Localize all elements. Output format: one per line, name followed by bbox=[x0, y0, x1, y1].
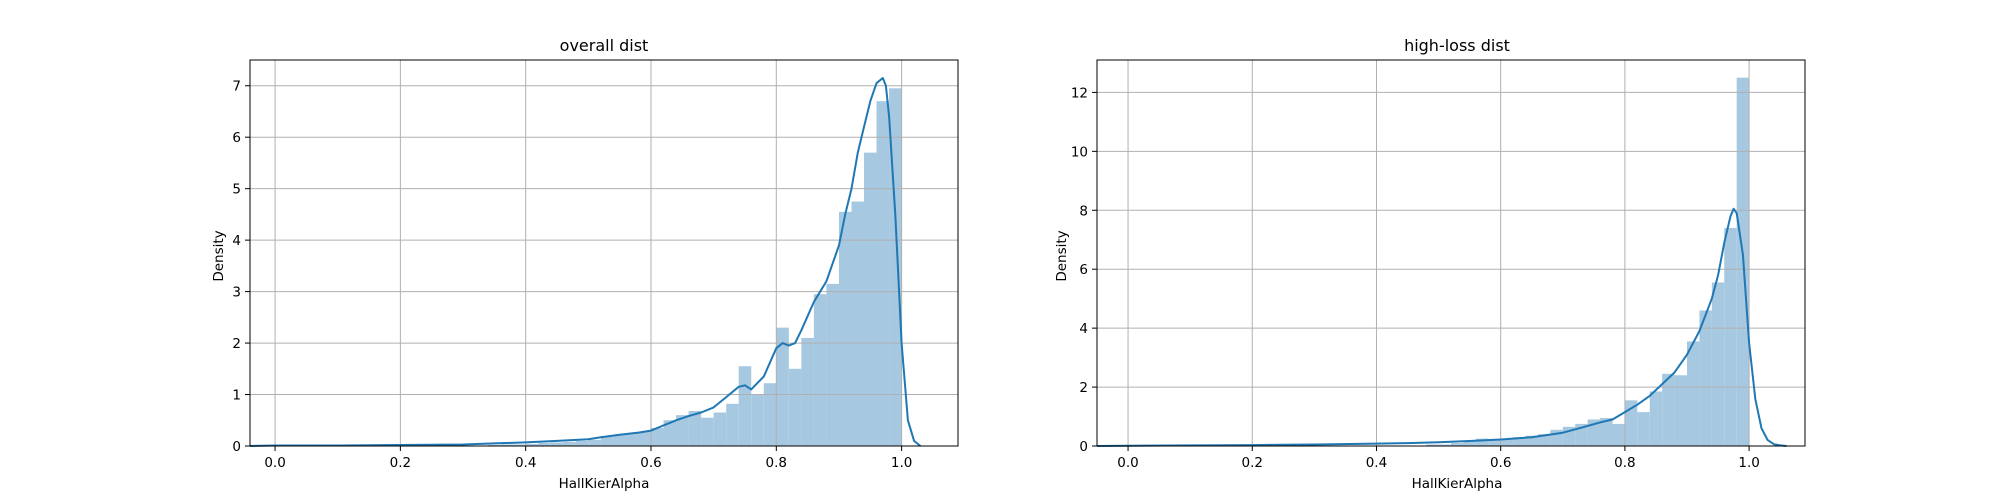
histogram-bar bbox=[1488, 440, 1501, 446]
x-tick-label: 1.0 bbox=[1738, 455, 1759, 471]
histogram-bar bbox=[676, 415, 689, 446]
histogram-bar bbox=[1724, 227, 1737, 446]
y-tick-label: 12 bbox=[1071, 85, 1088, 101]
histogram-bar bbox=[1612, 423, 1625, 446]
histogram-bar bbox=[588, 439, 601, 446]
histogram-bar bbox=[1525, 435, 1538, 446]
histogram-bar bbox=[488, 444, 501, 446]
histogram-bar bbox=[1637, 412, 1650, 446]
histogram-bar bbox=[1711, 282, 1725, 446]
histogram-bar bbox=[1600, 418, 1613, 446]
y-tick-label: 5 bbox=[232, 182, 241, 198]
histogram-bar bbox=[575, 440, 589, 446]
histogram-bar bbox=[638, 431, 651, 446]
histogram-bar bbox=[550, 442, 564, 446]
histogram-bar bbox=[776, 327, 789, 446]
y-tick-label: 0 bbox=[232, 439, 241, 455]
y-tick-label: 2 bbox=[232, 336, 241, 352]
histogram-bar bbox=[701, 417, 714, 446]
histogram-bar bbox=[801, 337, 814, 446]
histogram-bar bbox=[688, 411, 702, 446]
x-tick-label: 0.0 bbox=[264, 455, 285, 471]
histogram-bar bbox=[751, 394, 764, 446]
x-tick-label: 0.4 bbox=[515, 455, 536, 471]
x-tick-label: 0.8 bbox=[766, 455, 787, 471]
kde-line bbox=[1096, 207, 1787, 447]
histogram-bar bbox=[613, 434, 626, 446]
y-tick-label: 6 bbox=[1079, 262, 1088, 278]
y-tick-label: 7 bbox=[232, 79, 241, 95]
x-tick-label: 1.0 bbox=[891, 455, 912, 471]
histogram-bar bbox=[1438, 444, 1451, 446]
y-tick-label: 4 bbox=[1079, 321, 1088, 337]
histogram-bar bbox=[500, 444, 514, 446]
histogram-bar bbox=[663, 420, 677, 446]
histogram-bar bbox=[1513, 437, 1526, 446]
histogram-bar bbox=[513, 444, 526, 446]
plot-area: 0.0 0.2 0.4 0.6 0.8 1.0 0 1 2 3 4 5 6 7 bbox=[232, 59, 959, 471]
histogram-bar bbox=[1587, 419, 1601, 446]
chart-title: high-loss dist bbox=[1404, 36, 1510, 55]
chart-title: overall dist bbox=[560, 36, 649, 55]
histogram-bar bbox=[600, 436, 614, 446]
histogram-bar bbox=[864, 152, 877, 446]
y-tick-label: 0 bbox=[1079, 439, 1088, 455]
y-axis-label: Density bbox=[1054, 230, 1070, 281]
plot-area: 0.0 0.2 0.4 0.6 0.8 1.0 0 2 4 6 8 10 12 bbox=[1071, 59, 1806, 471]
x-tick-label: 0.2 bbox=[1242, 455, 1263, 471]
histogram-bar bbox=[1463, 441, 1476, 446]
histogram-bar bbox=[563, 441, 576, 446]
histogram-bar bbox=[726, 403, 739, 446]
y-tick-label: 6 bbox=[232, 130, 241, 146]
histogram-bar bbox=[813, 294, 827, 446]
histogram-bar bbox=[876, 101, 890, 446]
histogram-bar bbox=[1475, 438, 1489, 446]
histogram-bar bbox=[1662, 373, 1675, 446]
histogram-bar bbox=[788, 368, 802, 446]
histogram-bar bbox=[763, 383, 777, 446]
x-axis-label: HallKierAlpha bbox=[1412, 476, 1503, 492]
axes-frame bbox=[1096, 59, 1806, 447]
x-tick-label: 0.4 bbox=[1366, 455, 1387, 471]
histogram-bar bbox=[1451, 443, 1464, 446]
x-tick-label: 0.6 bbox=[640, 455, 661, 471]
y-tick-label: 1 bbox=[232, 388, 241, 404]
y-axis-label: Density bbox=[211, 230, 227, 281]
histogram-bar bbox=[1687, 341, 1700, 446]
histogram-bar bbox=[538, 442, 551, 446]
histogram-bar bbox=[650, 427, 664, 446]
histogram-bar bbox=[713, 412, 727, 446]
x-axis-label: HallKierAlpha bbox=[559, 476, 650, 492]
histogram-bar bbox=[1674, 375, 1687, 446]
histogram-bar bbox=[851, 201, 865, 446]
histogram-bar bbox=[1500, 438, 1514, 446]
kde-line bbox=[249, 77, 922, 447]
x-tick-label: 0.8 bbox=[1614, 455, 1635, 471]
histogram-bar bbox=[625, 433, 639, 446]
y-tick-label: 4 bbox=[232, 233, 241, 249]
histogram-bar bbox=[525, 443, 539, 446]
histogram-bar bbox=[1537, 434, 1551, 446]
x-tick-label: 0.6 bbox=[1490, 455, 1511, 471]
histogram-bar bbox=[826, 283, 839, 446]
y-tick-label: 10 bbox=[1071, 144, 1088, 160]
axes-frame bbox=[249, 59, 959, 447]
histogram-bar bbox=[1699, 310, 1712, 446]
histogram-bar bbox=[1624, 400, 1638, 446]
histogram-bar bbox=[838, 211, 852, 446]
y-tick-label: 3 bbox=[232, 285, 241, 301]
histogram-bar bbox=[1426, 444, 1439, 446]
histogram-bar bbox=[1649, 391, 1663, 446]
x-tick-label: 0.2 bbox=[390, 455, 411, 471]
y-tick-label: 2 bbox=[1079, 380, 1088, 396]
y-tick-label: 8 bbox=[1079, 203, 1088, 219]
x-tick-label: 0.0 bbox=[1117, 455, 1138, 471]
histogram-bar bbox=[738, 366, 752, 446]
chart-high-loss-dist: 0.0 0.2 0.4 0.6 0.8 1.0 0 2 4 6 8 10 12 high-loss di… bbox=[1054, 36, 1806, 492]
